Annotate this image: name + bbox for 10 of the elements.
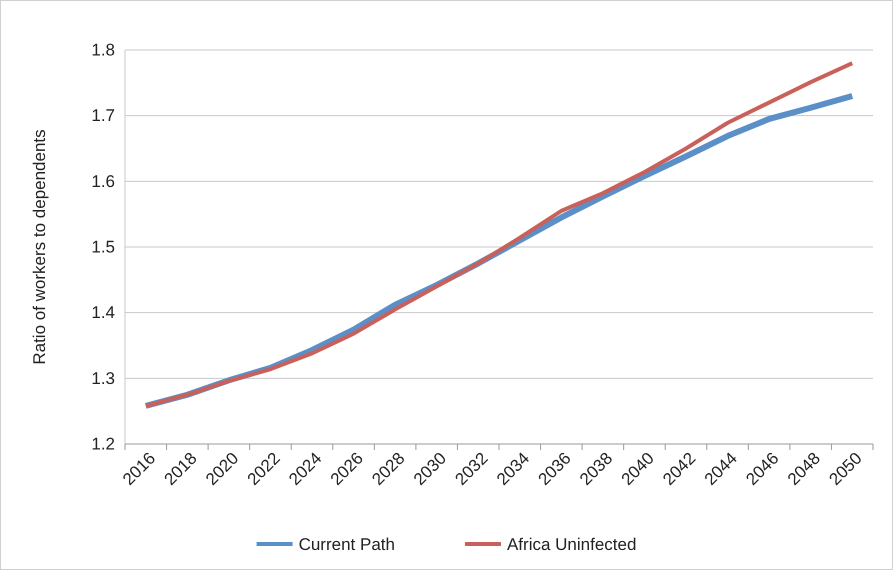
y-tick-label: 1.2 xyxy=(91,434,115,454)
y-axis-title: Ratio of workers to dependents xyxy=(30,129,49,365)
y-tick-label: 1.3 xyxy=(91,368,115,388)
y-tick-label: 1.6 xyxy=(91,172,115,191)
y-tick-label: 1.5 xyxy=(91,237,115,256)
legend-label: Current Path xyxy=(298,534,395,554)
legend-label: Africa Uninfected xyxy=(506,534,636,554)
y-tick-label: 1.4 xyxy=(91,303,115,322)
y-tick-label: 1.7 xyxy=(91,106,115,126)
y-tick-label: 1.8 xyxy=(91,40,115,60)
